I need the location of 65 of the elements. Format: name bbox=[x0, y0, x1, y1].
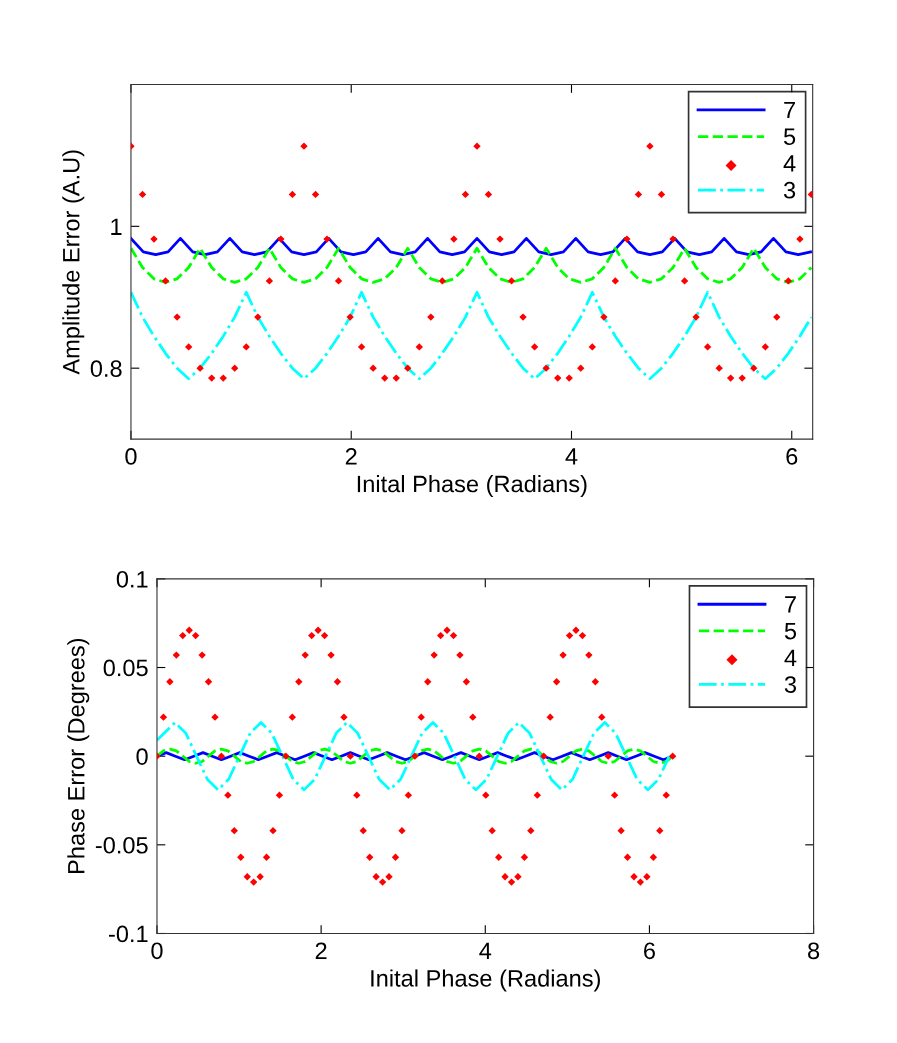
x-tick-label: 2 bbox=[315, 942, 327, 959]
point bbox=[611, 277, 619, 285]
point bbox=[542, 364, 550, 372]
point bbox=[680, 277, 689, 285]
point bbox=[381, 374, 389, 382]
y-tick-label: -0.05 bbox=[95, 836, 148, 854]
point bbox=[231, 364, 239, 372]
x-tick-label: 0 bbox=[151, 942, 163, 960]
point bbox=[554, 374, 562, 382]
legend-label: 7 bbox=[785, 596, 796, 613]
point bbox=[461, 190, 470, 199]
point bbox=[219, 374, 227, 382]
x-axis-title: Inital Phase (Radians) bbox=[357, 475, 587, 497]
point bbox=[357, 343, 366, 351]
point bbox=[208, 374, 216, 382]
legend-label: 7 bbox=[784, 101, 795, 119]
point bbox=[404, 364, 412, 372]
point bbox=[507, 277, 516, 285]
legend-label: 5 bbox=[784, 622, 797, 640]
legend-label: 3 bbox=[783, 181, 796, 199]
legend-label: 4 bbox=[784, 649, 797, 666]
point bbox=[634, 190, 643, 199]
point bbox=[588, 343, 596, 351]
y-tick-label: 0.8 bbox=[90, 360, 122, 377]
y-tick-label: 1 bbox=[111, 218, 122, 235]
point bbox=[185, 343, 193, 351]
point bbox=[334, 277, 343, 285]
point bbox=[703, 343, 712, 351]
y-axis-title: Amplitude Error (A.U) bbox=[62, 150, 85, 375]
x-tick-label: 2 bbox=[345, 448, 357, 465]
x-tick-label: 6 bbox=[786, 448, 798, 465]
point bbox=[577, 364, 585, 372]
line-series bbox=[130, 290, 813, 381]
point bbox=[265, 277, 274, 285]
x-tick-label: 6 bbox=[644, 942, 655, 960]
x-tick-label: 4 bbox=[565, 448, 578, 465]
point bbox=[138, 190, 147, 199]
x-tick-label: 4 bbox=[479, 942, 492, 959]
point bbox=[438, 277, 446, 285]
point bbox=[773, 313, 781, 321]
legend-label: 5 bbox=[783, 128, 796, 146]
point bbox=[242, 343, 250, 351]
point bbox=[484, 190, 493, 199]
y-tick-label: 0.1 bbox=[116, 570, 148, 588]
point bbox=[392, 374, 400, 382]
legend-label: 4 bbox=[783, 155, 796, 172]
point bbox=[784, 277, 793, 285]
point bbox=[311, 190, 320, 199]
y-tick-label: 0.05 bbox=[103, 659, 148, 677]
point bbox=[288, 190, 297, 199]
point bbox=[726, 374, 735, 382]
point bbox=[761, 343, 769, 351]
x-axis-title: Inital Phase (Radians) bbox=[371, 969, 600, 992]
point bbox=[715, 364, 723, 372]
legend-label: 3 bbox=[784, 676, 797, 693]
point bbox=[657, 190, 666, 199]
point bbox=[415, 343, 423, 351]
y-tick-label: -0.1 bbox=[109, 925, 148, 943]
y-tick-label: 0 bbox=[136, 748, 148, 765]
y-axis-title: Phase Error (Degrees) bbox=[67, 638, 90, 873]
point bbox=[750, 364, 758, 372]
x-tick-label: 8 bbox=[808, 942, 820, 960]
point bbox=[161, 277, 170, 285]
point bbox=[530, 343, 539, 351]
line-series bbox=[130, 246, 813, 284]
